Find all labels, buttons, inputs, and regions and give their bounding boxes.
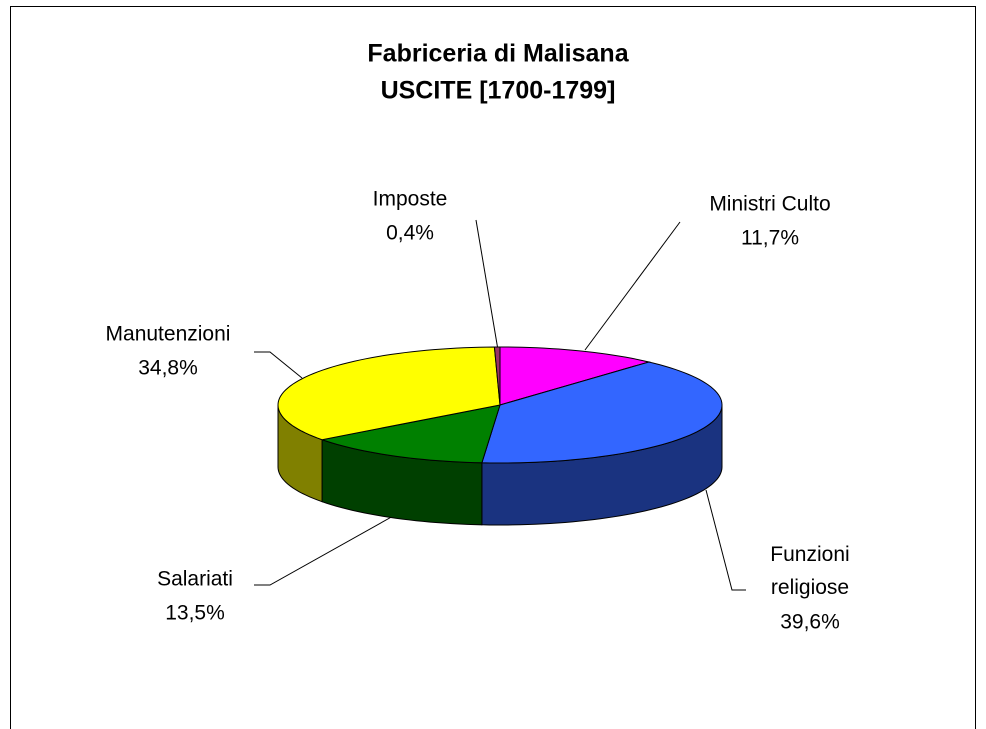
slice-label: Funzioni religiose <box>770 543 849 599</box>
pie-slice <box>499 346 651 406</box>
slice-value-label: 11,7% <box>741 227 799 250</box>
pie-tops <box>277 346 723 464</box>
leader-line <box>475 219 499 351</box>
slice-label: Imposte <box>373 188 448 211</box>
chart-title: Fabriceria di Malisana <box>367 40 629 68</box>
leader-lines <box>254 219 746 591</box>
slice-value-label: 13,5% <box>165 602 225 625</box>
pie-slice <box>481 361 723 464</box>
leader-line <box>254 514 396 586</box>
leader-line <box>254 351 303 379</box>
leader-line <box>584 221 681 351</box>
pie-slice <box>320 404 501 464</box>
slice-label: Ministri Culto <box>709 193 830 216</box>
slice-label: Manutenzioni <box>106 323 231 346</box>
leader-line <box>705 489 746 591</box>
slice-value-label: 0,4% <box>386 222 434 245</box>
slice-label: Salariati <box>157 568 233 591</box>
pie-slice <box>493 346 501 406</box>
chart-subtitle: USCITE [1700-1799] <box>381 77 616 105</box>
pie-slice <box>277 346 501 441</box>
slice-value-label: 39,6% <box>780 611 840 634</box>
slice-value-label: 34,8% <box>138 357 198 380</box>
